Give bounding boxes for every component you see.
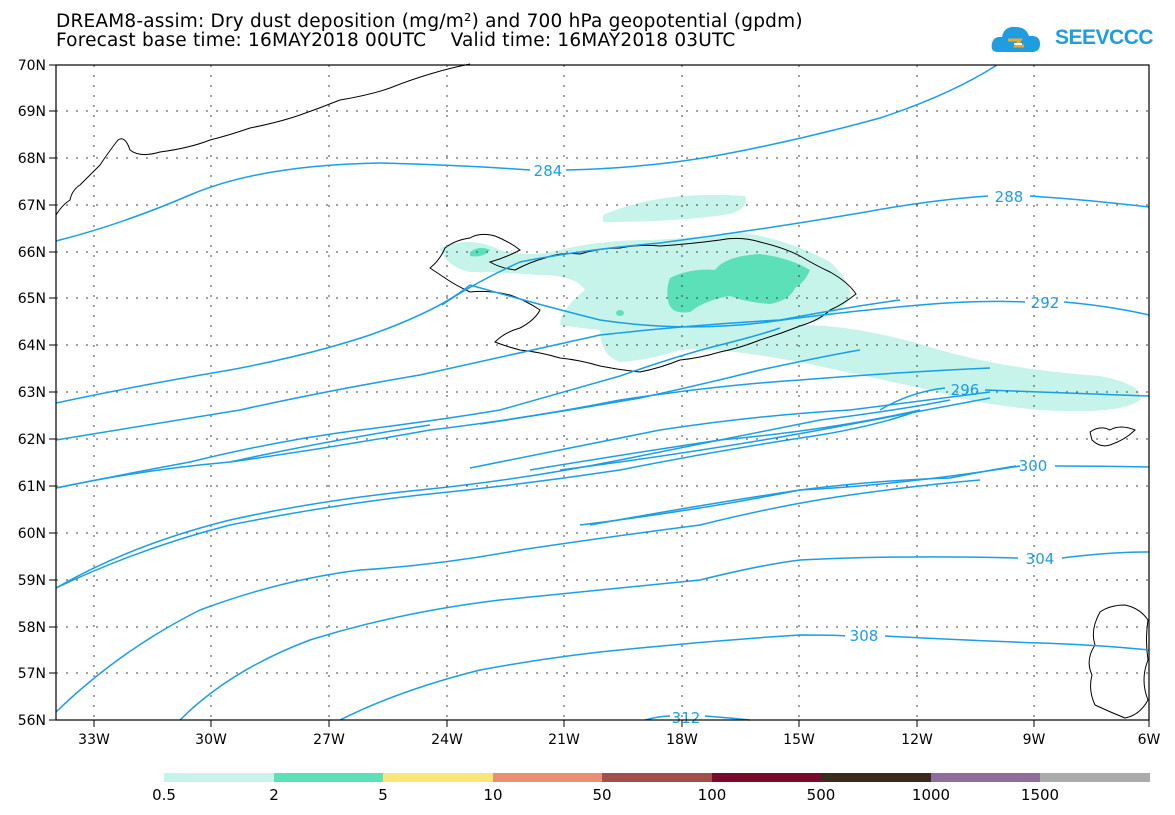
contour-label: 288 — [995, 188, 1024, 206]
lat-label: 65N — [18, 291, 46, 307]
lat-label: 62N — [18, 432, 46, 448]
greenland-coast — [55, 63, 471, 216]
coastline-layer — [55, 63, 1149, 719]
lon-label: 18W — [666, 732, 698, 748]
lon-label: 12W — [901, 732, 933, 748]
contour-288 — [441, 195, 1150, 306]
legend-label: 1000 — [912, 786, 950, 804]
contour-label: 292 — [1031, 294, 1060, 312]
lat-label: 64N — [18, 338, 46, 354]
cloud-icon — [991, 26, 1040, 52]
legend-swatch — [821, 773, 931, 782]
lon-label: 27W — [313, 732, 345, 748]
contour-304 — [55, 399, 1017, 589]
legend-label: 0.5 — [152, 786, 176, 804]
lat-label: 56N — [18, 713, 46, 729]
faroe-islands-coast — [1089, 426, 1136, 447]
lat-label: 67N — [18, 198, 46, 214]
contour-284 — [55, 64, 998, 242]
contour-292 — [55, 284, 1150, 404]
lon-label: 21W — [548, 732, 580, 748]
contour-label: 304 — [1026, 550, 1055, 568]
color-legend: 0.5 2 5 10 50 100 500 1000 1500 — [152, 773, 1150, 804]
dust-area-light — [603, 194, 746, 222]
contour-300b — [55, 367, 1150, 489]
gridlines — [56, 65, 1149, 720]
contour-label: 312 — [672, 709, 701, 727]
lat-label: 70N — [18, 58, 46, 74]
legend-label: 10 — [483, 786, 502, 804]
contour-304b — [55, 409, 1150, 589]
lat-label: 63N — [18, 385, 46, 401]
map-subtitle: Forecast base time: 16MAY2018 00UTC Vali… — [56, 30, 736, 51]
scotland-coast — [1088, 604, 1149, 719]
lon-labels: 33W 30W 27W 24W 21W 18W 15W 12W 9W 6W — [78, 732, 1160, 748]
iceland-coast — [429, 233, 857, 373]
legend-swatch — [383, 773, 493, 782]
legend-label: 2 — [269, 786, 279, 804]
legend-label: 50 — [592, 786, 611, 804]
dust-area-medium — [667, 254, 810, 313]
legend-swatch — [164, 773, 274, 782]
contour-labels: 284 288 292 296 300 304 308 312 — [534, 162, 1060, 727]
dust-deposition-layer — [440, 194, 1141, 412]
dust-area-light — [440, 232, 1141, 412]
contour-296 — [55, 299, 1150, 441]
lat-label: 59N — [18, 573, 46, 589]
legend-label: 100 — [698, 786, 727, 804]
legend-label: 500 — [807, 786, 836, 804]
lon-label: 15W — [783, 732, 815, 748]
lat-label: 58N — [18, 620, 46, 636]
legend-label: 5 — [378, 786, 388, 804]
lon-label: 9W — [1023, 732, 1046, 748]
lon-label: 6W — [1138, 732, 1161, 748]
legend-swatch — [602, 773, 712, 782]
lat-labels: 70N 69N 68N 67N 66N 65N 64N 63N 62N 61N … — [18, 58, 46, 729]
geopotential-contours — [55, 64, 1150, 721]
contour-label: 296 — [951, 381, 980, 399]
lat-label: 60N — [18, 526, 46, 542]
legend-label: 1500 — [1021, 786, 1059, 804]
lon-label: 33W — [78, 732, 110, 748]
legend-swatch — [712, 773, 821, 782]
contour-label: 284 — [534, 162, 563, 180]
lat-label: 69N — [18, 104, 46, 120]
lat-label: 57N — [18, 666, 46, 682]
legend-swatch — [493, 773, 602, 782]
contour-label: 308 — [850, 627, 879, 645]
legend-swatch — [1040, 773, 1150, 782]
dust-area-medium — [616, 310, 624, 316]
lat-label: 68N — [18, 151, 46, 167]
contour-308 — [55, 479, 1150, 721]
legend-swatch — [274, 773, 383, 782]
axis-ticks — [49, 64, 1150, 727]
lon-label: 24W — [431, 732, 463, 748]
logo-text: SEEVCCC — [1055, 26, 1154, 49]
dust-area-medium — [470, 247, 490, 257]
lat-label: 61N — [18, 479, 46, 495]
lon-label: 30W — [195, 732, 227, 748]
map-title: DREAM8-assim: Dry dust deposition (mg/m²… — [56, 11, 803, 32]
legend-swatch — [931, 773, 1040, 782]
lat-label: 66N — [18, 245, 46, 261]
contour-label: 300 — [1019, 457, 1048, 475]
